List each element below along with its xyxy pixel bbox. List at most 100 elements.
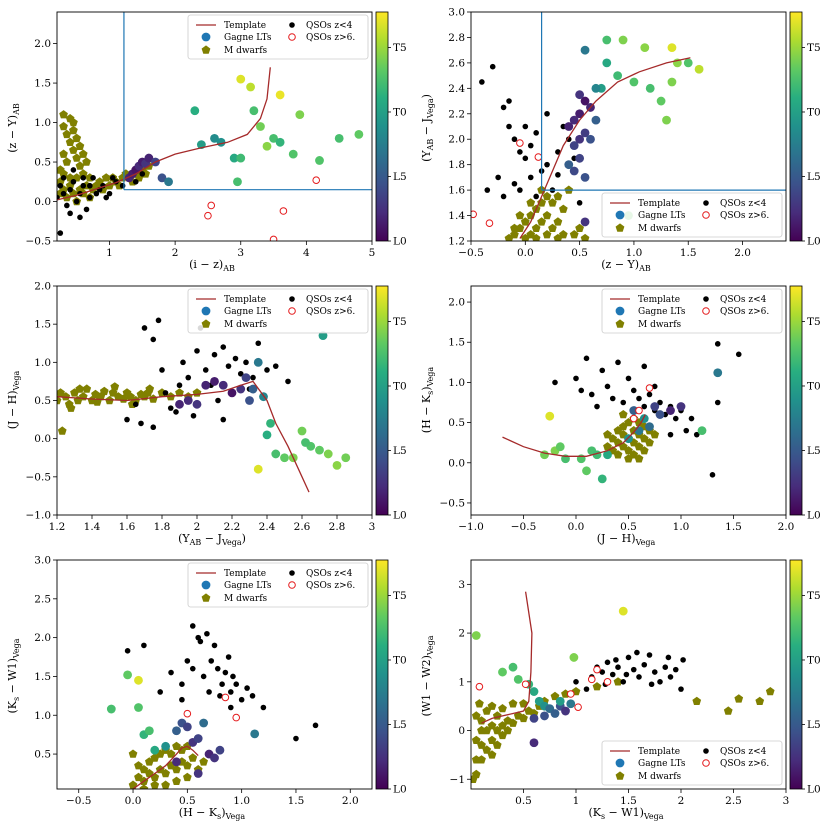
qso-low-point (293, 735, 299, 742)
colorbar-gradient (375, 285, 389, 516)
y-tick-label: 2.0 (34, 281, 51, 293)
x-tick-label: 1 (573, 795, 580, 807)
legend-box (601, 288, 783, 334)
qso-low-point (109, 175, 116, 181)
legend-gagne-swatch (615, 758, 625, 768)
gagne-point (271, 449, 281, 459)
qso-low-point (173, 409, 179, 415)
mdwarf-point (477, 740, 486, 749)
qso-low-point (555, 149, 561, 155)
gagne-point (193, 734, 203, 743)
gagne-point (341, 453, 351, 463)
legend-qso-high-label: QSOs z>6. (720, 307, 769, 317)
legend-qso-low-label: QSOs z<4 (720, 199, 767, 209)
qso-low-point (184, 658, 191, 664)
mdwarf-point (75, 141, 85, 150)
qso-low-point (667, 431, 674, 438)
mdwarf-point (503, 725, 513, 735)
legend-qso-low-label: QSOs z<4 (720, 747, 767, 757)
qso-low-point (573, 375, 579, 382)
legend-qso-high-swatch (702, 211, 710, 219)
mdwarf-point (59, 110, 68, 119)
gagne-point (618, 606, 628, 616)
legend-gagne-label: Gagne LTs (224, 33, 272, 43)
legend-mdwarf-label: M dwarfs (638, 224, 682, 234)
mdwarf-point (487, 701, 497, 710)
y-tick-label: 1.6 (448, 185, 465, 197)
mdwarf-point (183, 772, 192, 782)
qso-low-point (506, 98, 512, 104)
mdwarf-point (69, 145, 78, 154)
mdwarf-point (78, 169, 88, 178)
gagne-point (262, 430, 272, 440)
mdwarf-point (603, 430, 612, 439)
gagne-point (245, 396, 254, 405)
colorbar-tick-label: T5 (807, 42, 821, 54)
gagne-point (134, 703, 143, 712)
qso-low-point (194, 348, 200, 354)
plot-area-2: −0.5 0.0 0.5 1.0 1.5 2.0 1.2 1.4 1.6 1.8 2.0 2.2 2.4… (448, 7, 787, 259)
colorbar-3: L0 L5 T0 T5 (375, 285, 407, 522)
colorbar-tick-label: L0 (393, 510, 407, 522)
legend-qso-low-swatch (703, 296, 709, 302)
qso-low-point (138, 420, 144, 427)
mdwarf-point (553, 233, 563, 241)
legend-qso-high-label: QSOs z>6. (306, 581, 355, 591)
gagne-point (498, 667, 507, 677)
mdwarf-point (78, 149, 88, 158)
template-line (502, 414, 646, 457)
gagne-point (106, 704, 116, 714)
gagne-point (248, 384, 258, 394)
legend-mdwarf-swatch (201, 593, 211, 602)
qso-low-point (157, 689, 163, 695)
mdwarf-point (62, 129, 72, 139)
legend-qso-low-swatch (289, 570, 295, 576)
legend-template-label: Template (638, 295, 680, 305)
mdwarf-point (475, 699, 484, 708)
gagne-point (236, 384, 246, 394)
y-tick-label: −0.5 (26, 471, 52, 483)
gagne-point (229, 153, 239, 163)
y-tick-label: 2.0 (34, 632, 51, 644)
mdwarf-point (603, 442, 612, 451)
mdwarf-point (471, 735, 481, 744)
gagne-point (216, 137, 226, 147)
mdwarf-point (161, 780, 170, 789)
y-tick-label: −0.5 (440, 497, 466, 509)
x-tick-label: 3 (237, 247, 244, 259)
markers-1 (57, 12, 372, 241)
qso-low-point (244, 685, 250, 691)
qso-low-point (573, 679, 579, 685)
qso-low-point (511, 180, 518, 187)
gagne-point (555, 696, 565, 706)
qso-low-point (594, 403, 600, 410)
legend-4: Template Gagne LTs M dwarfs QSOs z<4 QSOs z>… (601, 288, 783, 334)
y-tick-label: −0.5 (26, 236, 52, 248)
gagne-point (569, 653, 579, 662)
qso-low-point (141, 325, 148, 331)
qso-low-point (103, 194, 110, 201)
mdwarf-point (569, 230, 579, 239)
x-tick-label: 5 (369, 247, 376, 259)
mdwarf-point (66, 403, 76, 412)
gagne-point (580, 172, 590, 182)
legend-qso-high-swatch (288, 33, 296, 41)
legend-gagne-label: Gagne LTs (224, 581, 272, 591)
panel-2: −0.5 0.0 0.5 1.0 1.5 2.0 1.2 1.4 1.6 1.8 2.0 2.2 2.4… (420, 7, 821, 274)
qso-low-point (578, 387, 585, 394)
legend-qso-low-swatch (289, 22, 295, 28)
legend-qso-low-label: QSOs z<4 (720, 295, 767, 305)
mdwarf-point (510, 223, 519, 232)
qso-low-point (693, 431, 700, 438)
qso-low-point (634, 649, 640, 656)
gagne-point (172, 757, 181, 767)
gagne-point (613, 71, 623, 81)
x-tick-label: 1.0 (626, 247, 643, 259)
qso-low-point (680, 657, 686, 663)
gagne-point (190, 106, 200, 116)
x-tick-label: 2 (194, 521, 201, 533)
mdwarf-point (487, 735, 497, 744)
mdwarf-point (531, 233, 541, 241)
qso-high-point (183, 709, 192, 718)
x-tick-label: 0.0 (125, 795, 142, 807)
